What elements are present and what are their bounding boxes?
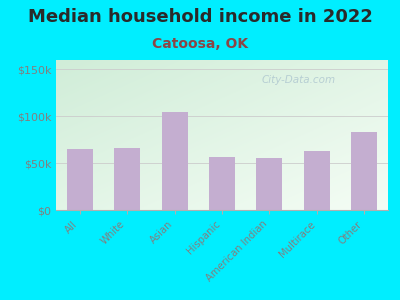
Text: Catoosa, OK: Catoosa, OK [152, 38, 248, 52]
Bar [162, 112, 188, 210]
Bar [256, 158, 282, 210]
Bar [114, 148, 140, 210]
Bar [304, 151, 330, 210]
Text: Median household income in 2022: Median household income in 2022 [28, 8, 372, 26]
Bar [351, 132, 377, 210]
Bar [209, 157, 235, 210]
Text: City-Data.com: City-Data.com [261, 75, 336, 85]
Bar [67, 149, 93, 210]
